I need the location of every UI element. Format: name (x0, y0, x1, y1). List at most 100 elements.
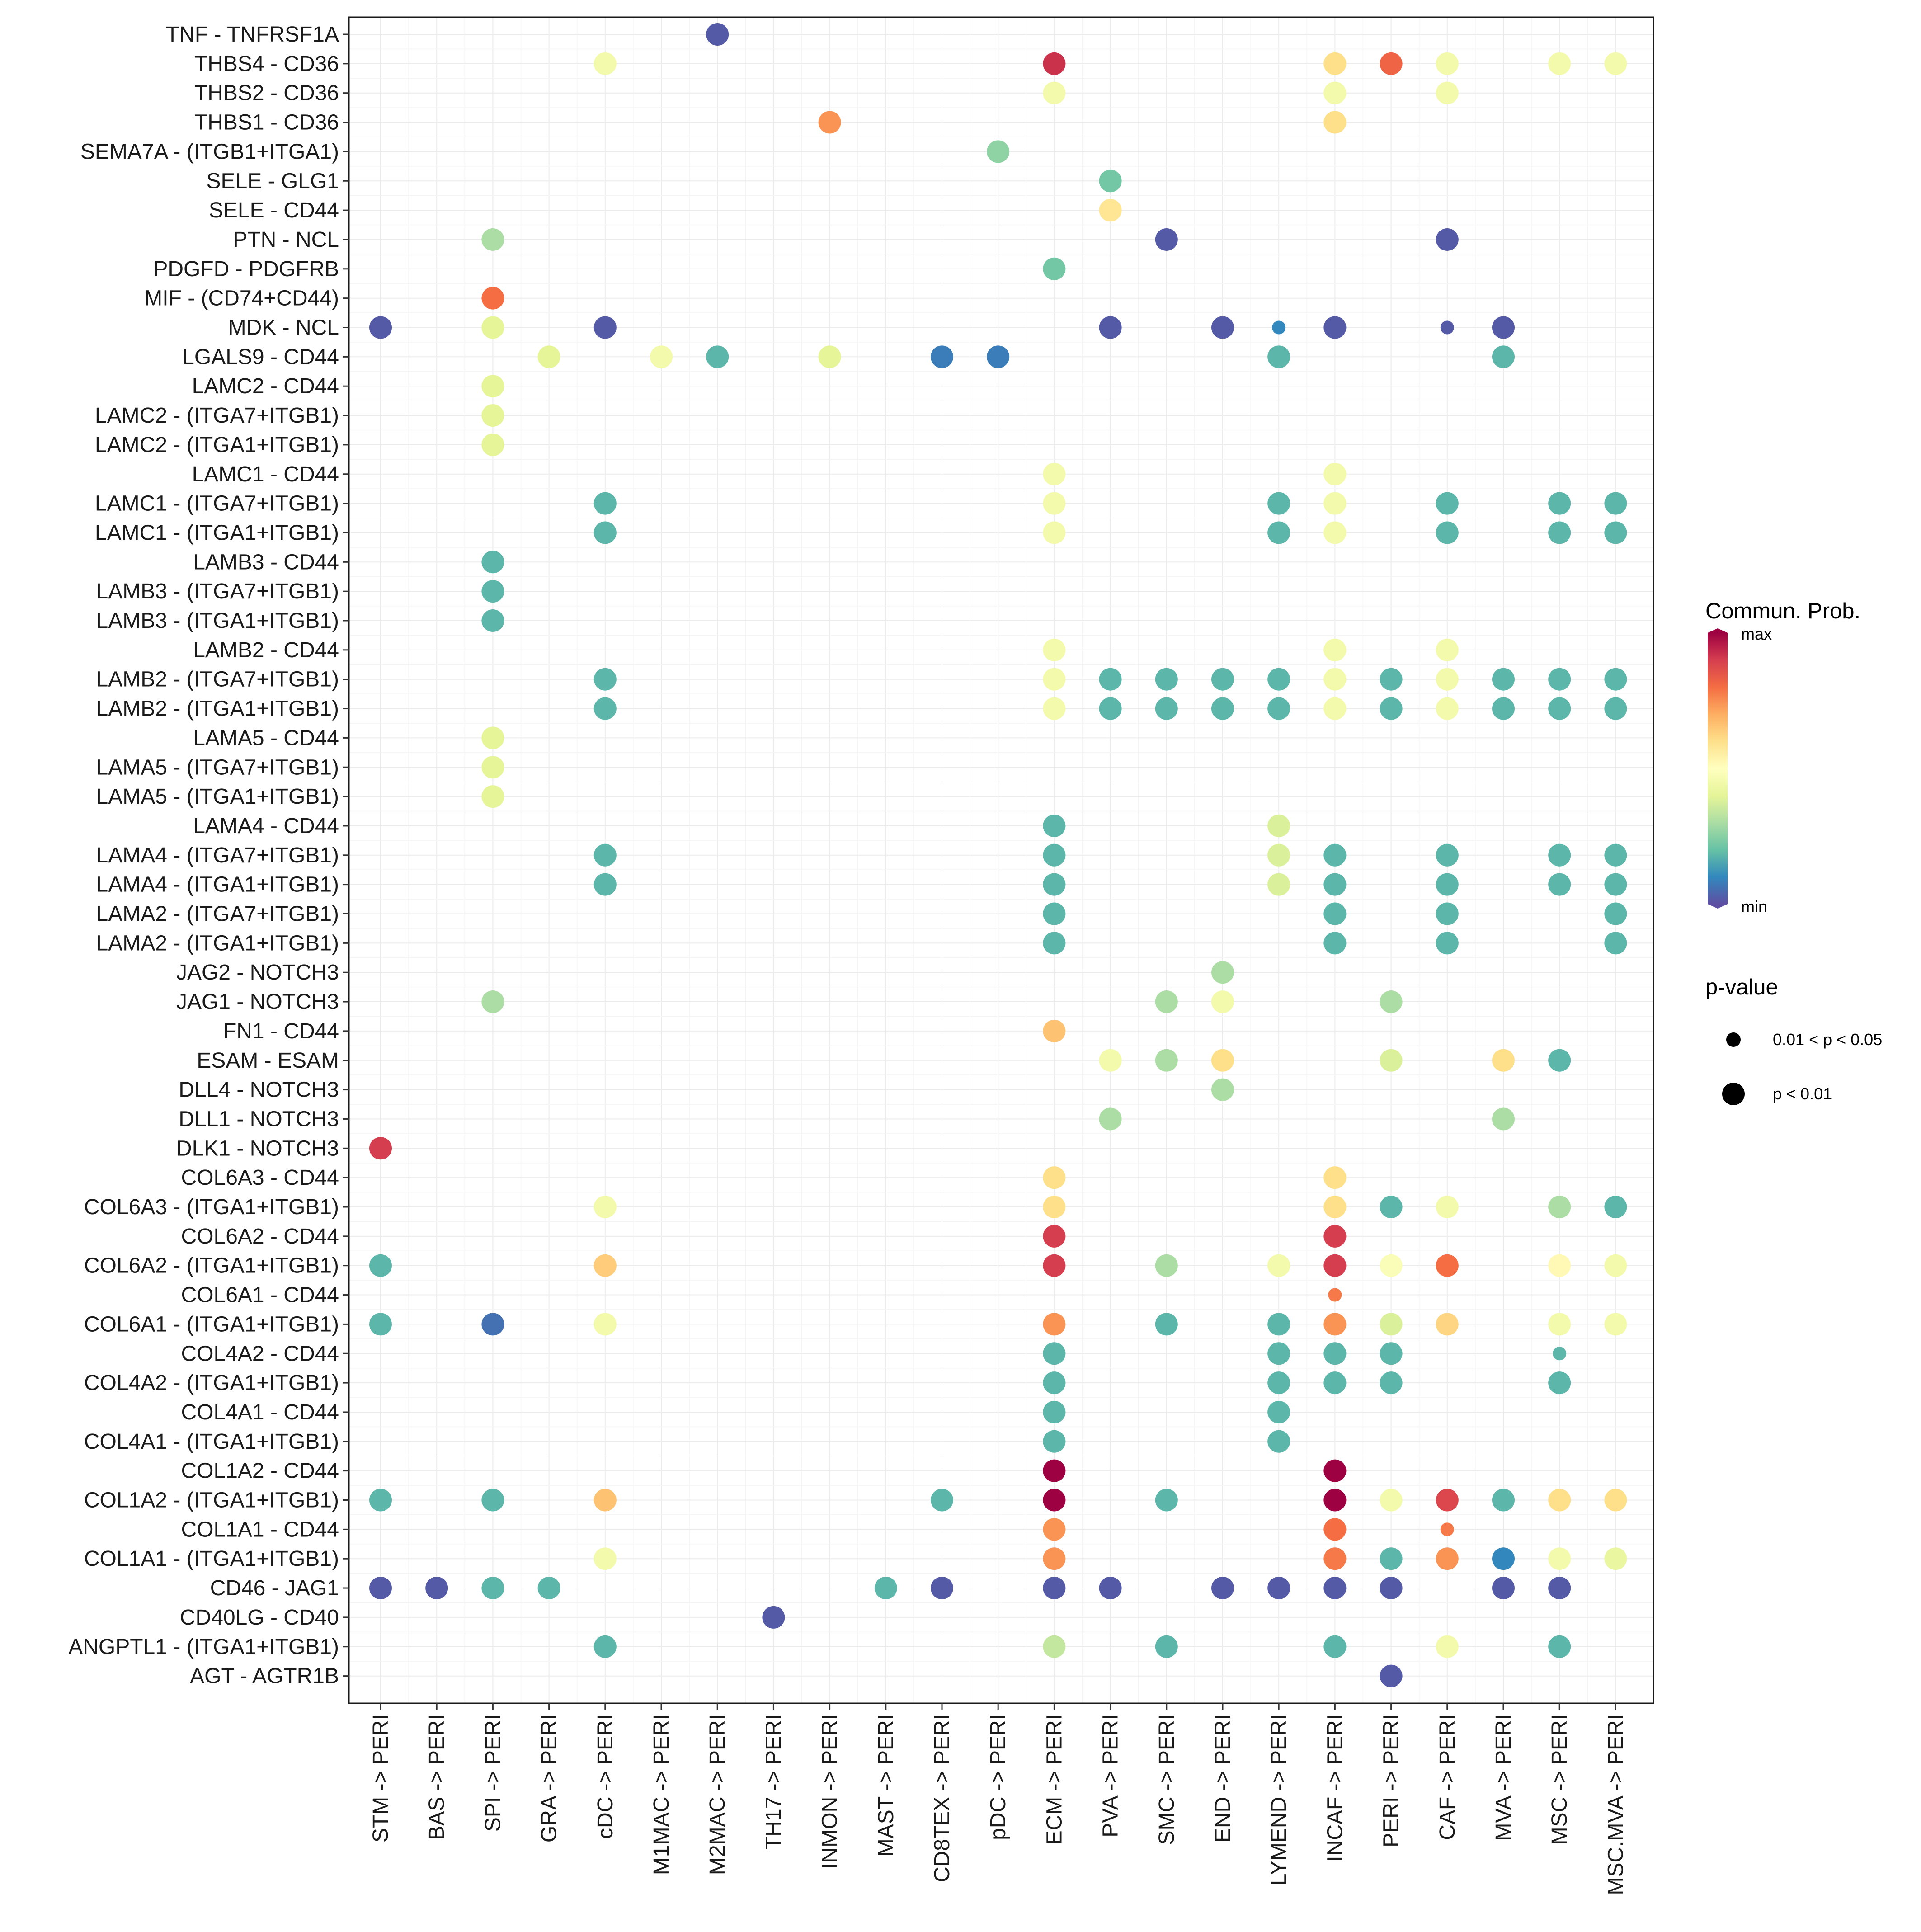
data-point (1323, 521, 1347, 544)
data-point (1604, 932, 1627, 955)
x-tick-label: CD8TEX -> PERI (930, 1714, 954, 1882)
y-tick-label: LAMC2 - CD44 (192, 374, 339, 398)
data-point (1043, 843, 1066, 867)
y-tick-label: LAMB2 - (ITGA1+ITGB1) (96, 697, 339, 721)
data-point (1323, 1635, 1347, 1658)
data-point (1436, 668, 1459, 691)
data-point (1267, 873, 1290, 896)
data-point (1267, 1371, 1290, 1395)
data-point (1211, 697, 1234, 720)
y-tick-label: COL4A2 - CD44 (181, 1342, 339, 1366)
y-tick-label: COL6A2 - (ITGA1+ITGB1) (84, 1254, 339, 1278)
y-tick-label: LAMC2 - (ITGA7+ITGB1) (95, 404, 339, 428)
data-point (1211, 1577, 1234, 1600)
y-tick-label: SEMA7A - (ITGB1+ITGA1) (80, 140, 339, 164)
size-legend-large-label: p < 0.01 (1773, 1084, 1832, 1103)
data-point (1155, 990, 1178, 1013)
x-tick-label: BAS -> PERI (425, 1714, 449, 1840)
data-point (1548, 1635, 1571, 1658)
data-point (1380, 52, 1403, 75)
data-point (1043, 814, 1066, 837)
data-point (593, 52, 617, 75)
data-point (1492, 316, 1515, 339)
data-point (593, 521, 617, 544)
data-point (1380, 990, 1403, 1013)
data-point (1604, 873, 1627, 896)
colorbar-cap-top (1708, 628, 1728, 633)
data-point (987, 140, 1010, 163)
data-point (1323, 1371, 1347, 1395)
x-tick-label: MSC -> PERI (1548, 1714, 1572, 1845)
data-point (1548, 697, 1571, 720)
data-point (1043, 52, 1066, 75)
y-tick-label: LAMB3 - CD44 (193, 550, 339, 574)
data-point (369, 316, 392, 339)
data-point (1323, 1577, 1347, 1600)
data-point (931, 345, 953, 368)
data-point (593, 1254, 617, 1277)
data-point (1323, 638, 1347, 661)
y-tick-label: COL6A3 - CD44 (181, 1166, 339, 1190)
data-point (1323, 902, 1347, 925)
data-point (1043, 1019, 1066, 1042)
panel-border (348, 16, 1654, 1704)
data-point (650, 345, 673, 368)
data-point (1323, 873, 1347, 896)
data-point (1043, 521, 1066, 544)
data-point (1548, 1577, 1571, 1600)
data-point (987, 345, 1010, 368)
data-point (1323, 1254, 1347, 1277)
data-point (1380, 1254, 1403, 1277)
y-tick-label: FN1 - CD44 (223, 1019, 339, 1043)
data-point (593, 843, 617, 867)
data-point (1155, 228, 1178, 251)
data-point (1043, 1547, 1066, 1570)
data-point (1323, 462, 1347, 485)
data-point (593, 1313, 617, 1336)
data-point (1548, 52, 1571, 75)
data-point (369, 1489, 392, 1512)
y-tick-label: SELE - CD44 (209, 198, 339, 222)
data-point (1155, 1489, 1178, 1512)
y-tick-label: COL1A2 - CD44 (181, 1459, 339, 1483)
y-tick-label: LGALS9 - CD44 (182, 345, 339, 369)
data-point (818, 345, 841, 368)
data-point (1604, 843, 1627, 867)
data-point (1155, 668, 1178, 691)
data-point (1548, 668, 1571, 691)
data-point (1604, 521, 1627, 544)
data-point (593, 1489, 617, 1512)
data-point (537, 1577, 560, 1600)
data-point (1099, 697, 1122, 720)
x-tick-label: CAF -> PERI (1436, 1714, 1460, 1840)
data-point (481, 228, 504, 251)
y-tick-label: LAMB3 - (ITGA7+ITGB1) (96, 580, 339, 603)
data-point (1155, 697, 1178, 720)
data-point (1548, 1313, 1571, 1336)
y-tick-label: CD40LG - CD40 (180, 1606, 339, 1630)
data-point (481, 404, 504, 427)
data-point (1548, 492, 1571, 515)
data-point (1604, 1489, 1627, 1512)
data-point (1267, 697, 1290, 720)
y-tick-label: SELE - GLG1 (207, 169, 339, 193)
data-point (1380, 1049, 1403, 1072)
y-tick-label: COL6A1 - CD44 (181, 1283, 339, 1307)
data-point (537, 345, 560, 368)
data-point (1436, 228, 1459, 251)
data-point (369, 1577, 392, 1600)
data-point (1043, 462, 1066, 485)
data-point (1436, 52, 1459, 75)
x-axis: STM -> PERI BAS -> PERI SPI -> PERI GRA -> … (369, 1703, 1628, 1895)
data-point (481, 375, 504, 398)
data-point (1436, 492, 1459, 515)
y-tick-label: DLL1 - NOTCH3 (179, 1107, 339, 1131)
data-point (481, 1313, 504, 1336)
y-tick-label: COL1A2 - (ITGA1+ITGB1) (84, 1489, 339, 1513)
data-point (1380, 1342, 1403, 1365)
data-point (481, 990, 504, 1013)
data-point (1043, 1225, 1066, 1248)
data-point (1323, 81, 1347, 104)
y-tick-label: LAMA2 - (ITGA7+ITGB1) (96, 902, 339, 926)
y-tick-label: LAMA5 - (ITGA7+ITGB1) (96, 755, 339, 779)
